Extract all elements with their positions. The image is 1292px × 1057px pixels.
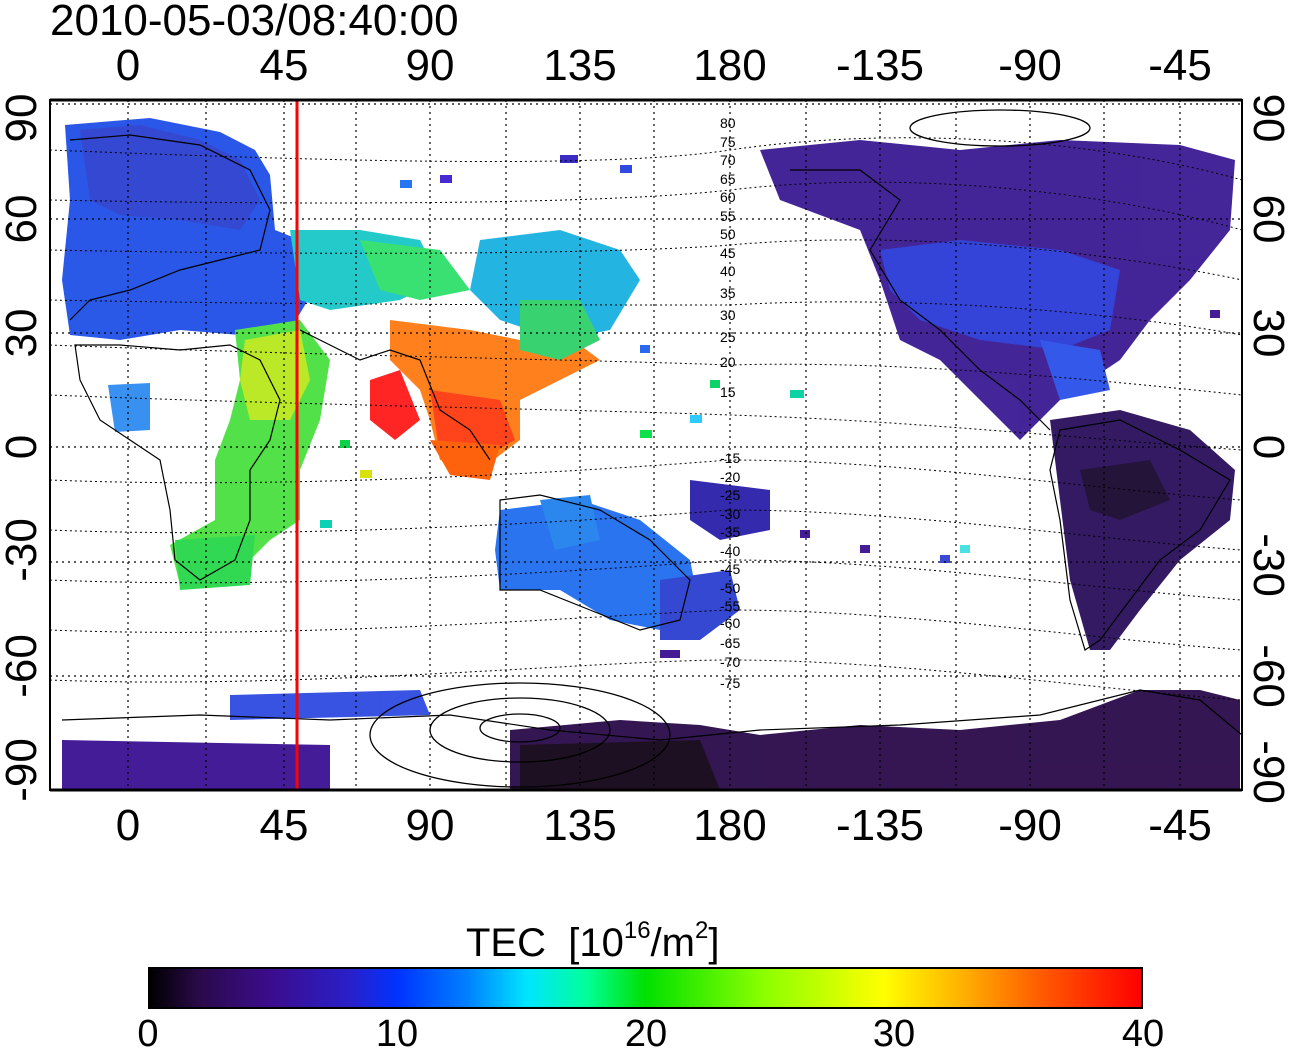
left-lat-label: -30 [0, 518, 46, 582]
top-lon-label: 180 [693, 41, 767, 90]
top-lon-label: -90 [998, 41, 1062, 90]
contour-label: 75 [720, 134, 736, 150]
contour-label: -45 [720, 561, 740, 577]
right-lat-label: 30 [1244, 308, 1292, 358]
bottom-lon-label: 180 [693, 801, 767, 850]
left-lat-label: 90 [0, 93, 46, 143]
colorbar-unit-suffix: ] [708, 921, 720, 965]
contour-label: 70 [720, 152, 736, 168]
contour-label: -15 [720, 450, 740, 466]
axis-ticks [50, 98, 1242, 792]
left-lat-label: 0 [0, 434, 46, 460]
contour-label: -30 [720, 506, 740, 522]
contour-label: 55 [720, 208, 736, 224]
bottom-lon-label: -90 [998, 801, 1062, 850]
map-title: 2010-05-03/08:40:00 [50, 0, 459, 45]
colorbar-unit-exponent-2: 2 [694, 917, 709, 944]
bottom-lon-label: -45 [1148, 801, 1212, 850]
colorbar-quantity: TEC [466, 921, 546, 965]
contour-label: 65 [720, 171, 736, 187]
colorbar-tick: 10 [375, 1013, 419, 1055]
left-lat-label: -90 [0, 738, 46, 802]
contour-label: -65 [720, 635, 740, 651]
contour-label: 30 [720, 307, 736, 323]
right-lat-label: 60 [1244, 194, 1292, 244]
magnetic-pole-contours [369, 109, 1091, 788]
top-lon-label: -45 [1148, 41, 1212, 90]
contour-label: 50 [720, 226, 736, 242]
contour-label: -35 [720, 524, 740, 540]
magnetic-contours [50, 137, 1242, 701]
contour-label: 15 [720, 384, 736, 400]
colorbar-tick: 0 [137, 1013, 159, 1055]
colorbar-title: TEC [1016/m2] [466, 908, 719, 966]
colorbar-tick: 30 [872, 1013, 916, 1055]
contour-label: -55 [720, 598, 740, 614]
contour-label: -70 [720, 654, 740, 670]
bottom-lon-label: 45 [259, 801, 309, 850]
colorbar-tick: 20 [624, 1013, 668, 1055]
contour-label: 25 [720, 329, 736, 345]
right-lat-label: -60 [1244, 644, 1292, 708]
australia-tec [495, 500, 700, 630]
bottom-lon-label: -135 [835, 801, 925, 850]
contour-label: -60 [720, 615, 740, 631]
top-lon-label: 45 [259, 41, 309, 90]
contour-labels: 80 75 70 65 60 55 50 45 40 35 30 25 20 15 -15 -20 -25 -30… [720, 115, 740, 691]
right-lat-label: -30 [1244, 533, 1292, 597]
right-lat-label: 0 [1244, 434, 1292, 460]
top-lon-label: 0 [115, 41, 141, 90]
scattered-observations [320, 155, 1220, 658]
contour-label: 80 [720, 115, 736, 131]
contour-label: -40 [720, 543, 740, 559]
grid [50, 100, 1242, 790]
top-lon-label: -135 [835, 41, 925, 90]
contour-label: 60 [720, 189, 736, 205]
top-lon-label: 135 [543, 41, 617, 90]
bottom-lon-label: 90 [405, 801, 455, 850]
colorbar-unit-mid: /m [650, 921, 695, 965]
contour-label: -75 [720, 675, 740, 691]
tec-data-layer [62, 118, 1240, 790]
right-lat-label: -90 [1244, 740, 1292, 804]
left-lat-label: 30 [0, 308, 46, 358]
contour-label: 40 [720, 263, 736, 279]
left-lat-label: -60 [0, 634, 46, 698]
contour-label: -25 [720, 487, 740, 503]
colorbar-unit-prefix: [10 [568, 921, 624, 965]
contour-label: 35 [720, 285, 736, 301]
contour-label: -20 [720, 469, 740, 485]
contour-label: 45 [720, 245, 736, 261]
top-lon-label: 90 [405, 41, 455, 90]
contour-label: 20 [720, 354, 736, 370]
colorbar [148, 967, 1143, 1009]
left-lat-label: 60 [0, 194, 46, 244]
right-lat-label: 90 [1244, 93, 1292, 143]
colorbar-tick: 40 [1121, 1013, 1165, 1055]
contour-label: -50 [720, 580, 740, 596]
colorbar-unit-exponent: 16 [623, 917, 651, 944]
bottom-lon-label: 0 [115, 801, 141, 850]
bottom-lon-label: 135 [543, 801, 617, 850]
